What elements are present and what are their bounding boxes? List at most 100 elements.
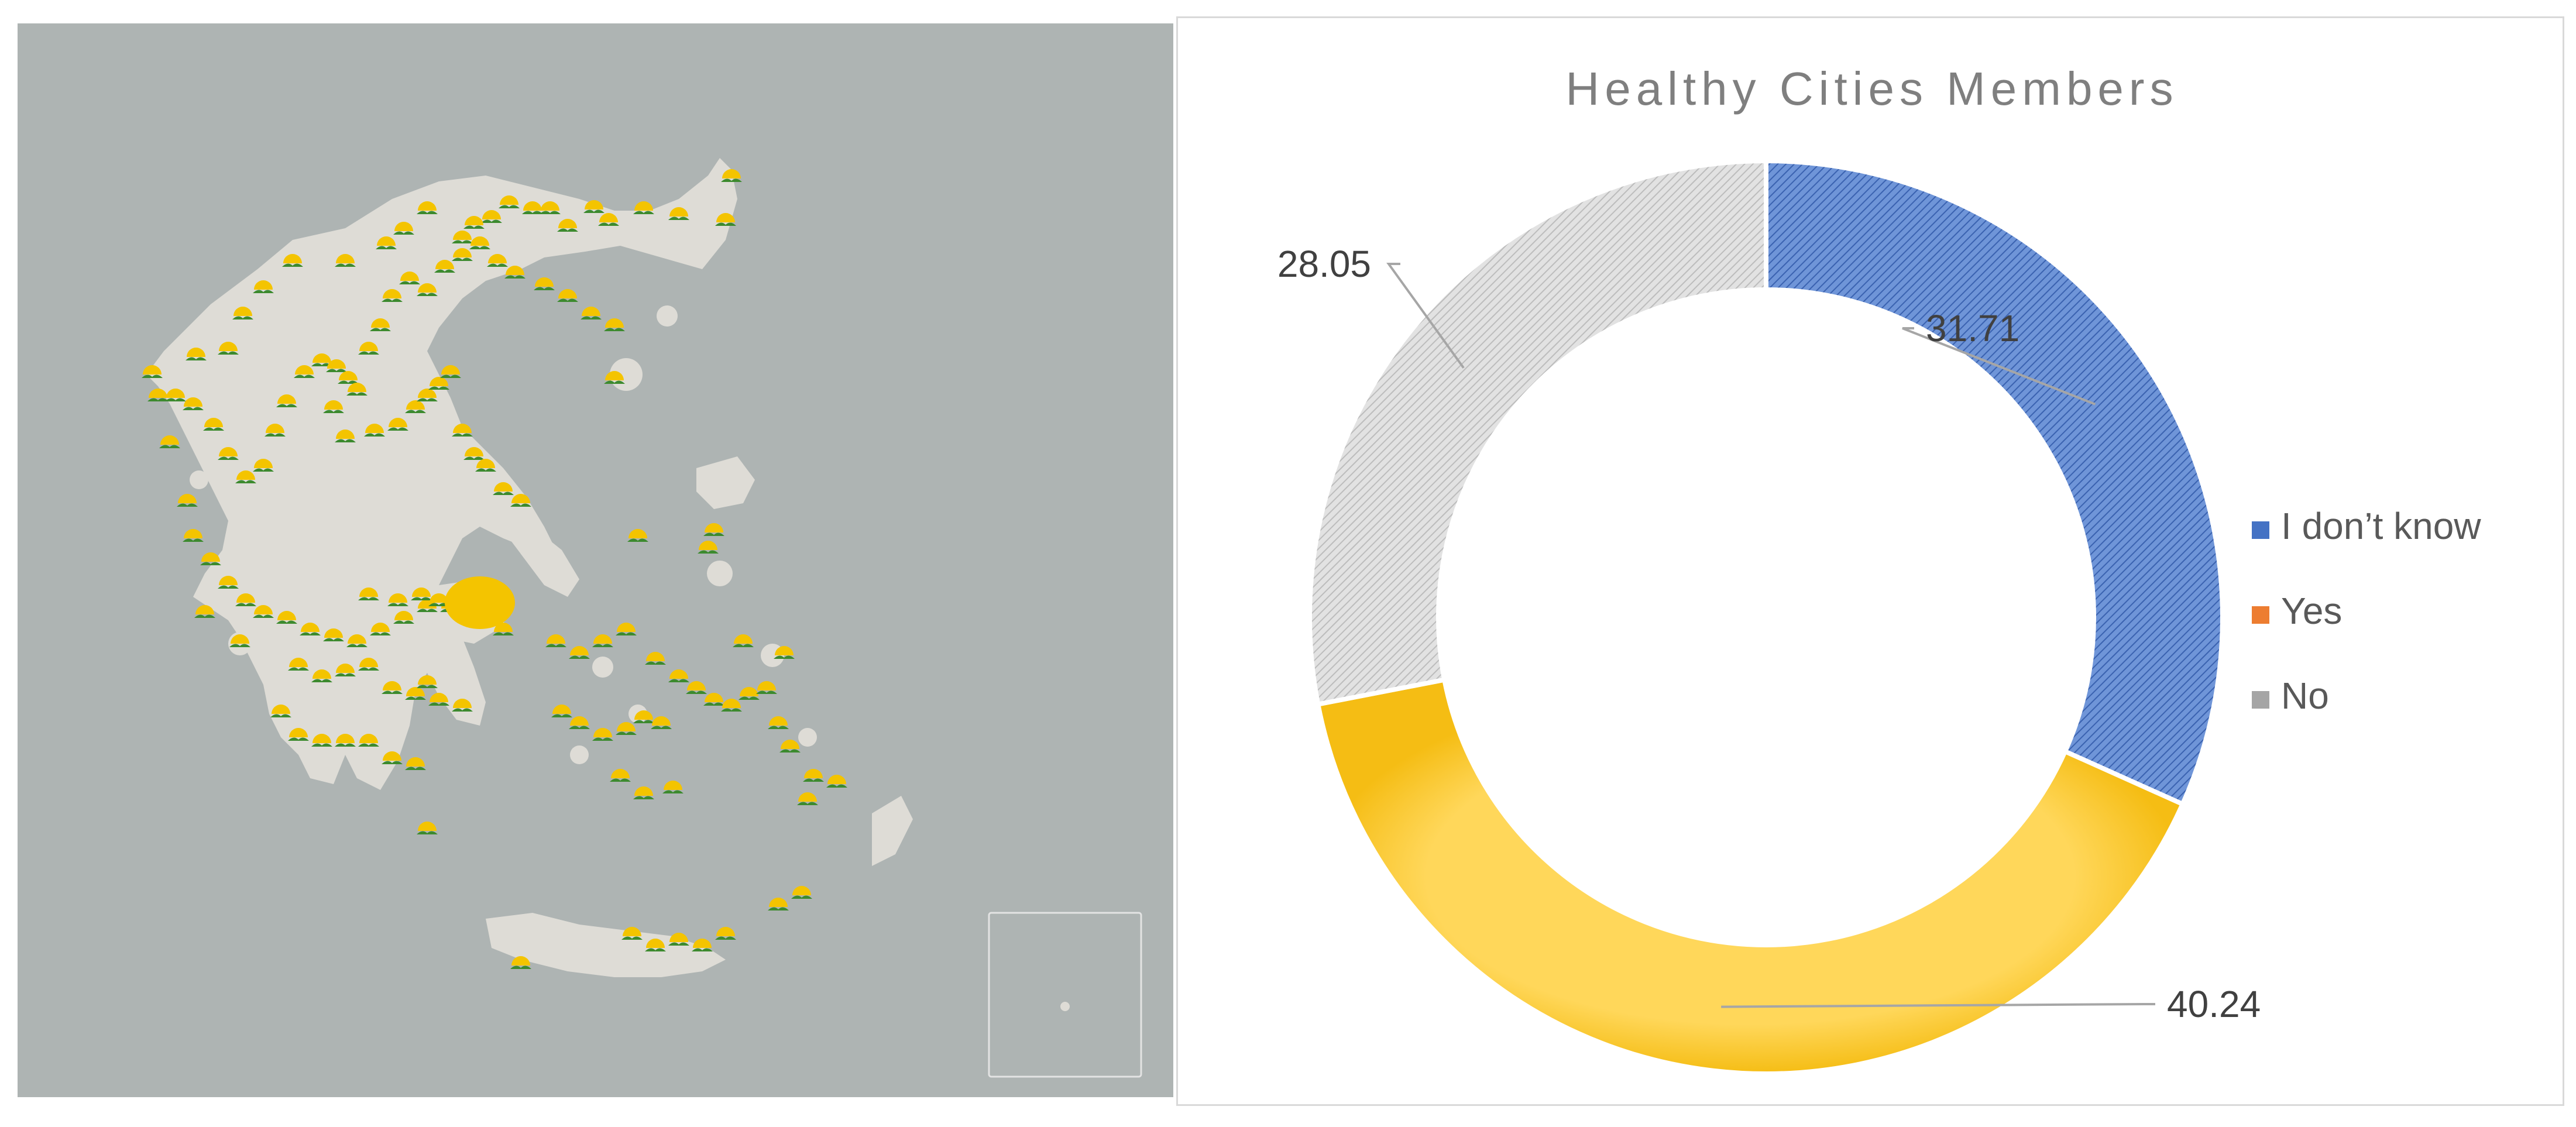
lesbos-island: [696, 456, 755, 509]
city-marker-icon: [417, 675, 438, 688]
city-marker-icon: [235, 593, 256, 606]
city-marker-icon: [335, 734, 356, 747]
city-marker-icon: [218, 342, 239, 355]
city-marker-icon: [668, 207, 689, 220]
city-marker-icon: [756, 681, 777, 694]
city-marker-icon: [358, 734, 379, 747]
city-marker-icon: [387, 593, 408, 606]
city-marker-icon: [463, 216, 485, 229]
city-marker-icon: [387, 418, 408, 431]
city-marker-icon: [323, 628, 344, 641]
city-marker-icon: [610, 769, 631, 782]
city-marker-icon: [364, 424, 385, 437]
city-marker-icon: [733, 634, 754, 647]
city-marker-icon: [399, 272, 420, 284]
legend-swatch: [2252, 521, 2269, 539]
city-marker-icon: [826, 775, 847, 788]
city-marker-icon: [411, 587, 432, 600]
city-marker-icon: [218, 576, 239, 589]
doughnut-chart: Healthy Cities Members 31.71 40.24 28.05 I…: [1277, 63, 2481, 1076]
chart-title: Healthy Cities Members: [1565, 63, 2178, 115]
city-marker-icon: [405, 757, 426, 770]
leader-line: [1721, 1003, 2155, 1008]
city-marker-icon: [417, 201, 438, 214]
island: [190, 470, 208, 489]
city-marker-icon: [633, 710, 654, 723]
city-marker-icon: [434, 260, 455, 273]
city-marker-icon: [382, 751, 403, 764]
city-marker-icon: [428, 377, 449, 390]
city-marker-icon: [229, 634, 250, 647]
city-marker-icon: [721, 699, 742, 712]
city-marker-icon: [633, 786, 654, 799]
island: [570, 745, 589, 764]
city-marker-icon: [504, 266, 525, 279]
city-marker-icon: [452, 248, 473, 261]
city-marker-icon: [522, 201, 543, 214]
city-marker-icon: [417, 283, 438, 296]
city-marker-icon: [768, 898, 789, 910]
city-marker-icon: [703, 523, 724, 536]
city-marker-icon: [557, 219, 578, 232]
city-marker-icon: [452, 424, 473, 437]
city-marker-icon: [698, 541, 719, 554]
legend-label: No: [2281, 675, 2329, 717]
city-marker-icon: [346, 634, 367, 647]
city-marker-icon: [232, 307, 253, 319]
city-marker-icon: [194, 605, 215, 618]
legend-swatch: [2252, 691, 2269, 709]
city-marker-icon: [405, 687, 426, 700]
city-marker-icon: [323, 400, 344, 413]
city-markers: [142, 169, 847, 969]
leader-line: [1902, 327, 2096, 406]
city-marker-icon: [621, 927, 643, 940]
city-marker-icon: [370, 623, 391, 635]
leader-line: [1386, 263, 1465, 369]
city-marker-icon: [686, 681, 707, 694]
city-marker-icon: [393, 611, 414, 624]
data-labels: 31.71 40.24 28.05: [1277, 243, 2261, 1025]
city-marker-icon: [235, 470, 256, 483]
city-marker-icon: [276, 394, 297, 407]
city-marker-icon: [183, 529, 204, 542]
city-marker-icon: [147, 389, 169, 401]
city-marker-icon: [481, 210, 502, 223]
city-marker-icon: [583, 200, 604, 213]
city-marker-icon: [651, 716, 672, 729]
city-marker-icon: [265, 424, 286, 437]
city-marker-icon: [417, 822, 438, 834]
city-marker-icon: [405, 400, 426, 413]
greece-map: [18, 23, 1173, 1097]
legend-label: Yes: [2281, 590, 2342, 632]
city-marker-icon: [540, 201, 561, 214]
island: [798, 728, 817, 747]
greece-map-svg: [142, 158, 1142, 1078]
city-marker-icon: [510, 956, 531, 969]
city-marker-icon: [335, 430, 356, 442]
island: [657, 305, 678, 327]
chart-panel: Healthy Cities Members 31.71 40.24 28.05 I…: [1176, 16, 2564, 1106]
city-marker-icon: [493, 482, 514, 495]
city-marker-icon: [463, 447, 485, 460]
athens-marker-cluster: [445, 576, 515, 629]
city-marker-icon: [768, 716, 789, 729]
city-marker-icon: [142, 365, 163, 378]
city-marker-icon: [791, 886, 812, 899]
city-marker-icon: [592, 728, 613, 741]
city-marker-icon: [276, 611, 297, 624]
city-marker-icon: [183, 397, 204, 410]
data-label: 28.05: [1277, 243, 1371, 285]
city-marker-icon: [645, 939, 666, 951]
euboea-island: [497, 515, 579, 597]
city-marker-icon: [797, 792, 818, 805]
city-marker-icon: [598, 213, 619, 226]
city-marker-icon: [616, 623, 637, 635]
city-marker-icon: [557, 289, 578, 302]
city-marker-icon: [604, 318, 625, 331]
city-marker-icon: [499, 195, 520, 208]
city-marker-icon: [218, 447, 239, 460]
city-marker-icon: [551, 705, 572, 717]
city-marker-icon: [338, 371, 359, 384]
city-marker-icon: [311, 353, 332, 366]
city-marker-icon: [645, 652, 666, 665]
